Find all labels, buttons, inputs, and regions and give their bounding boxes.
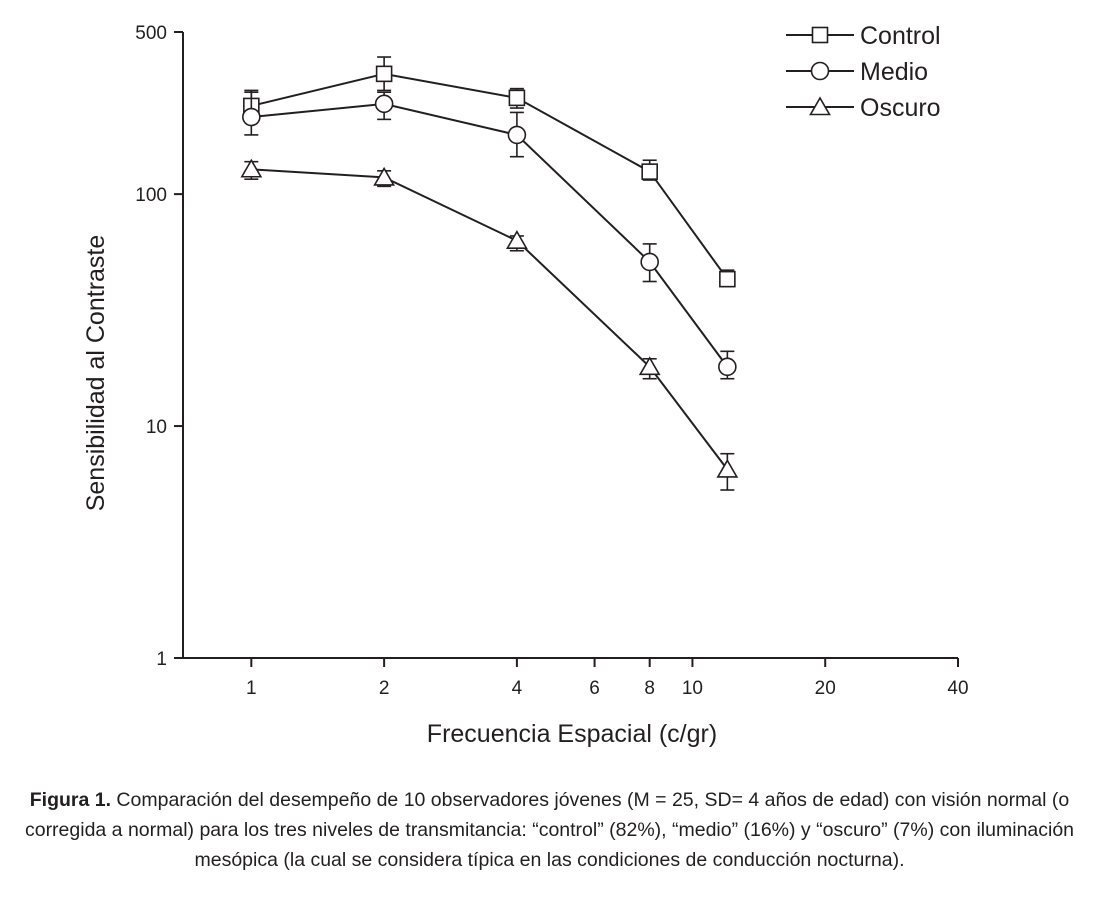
data-point-control (719, 270, 736, 288)
x-tick-label: 10 (682, 678, 703, 699)
y-tick-label: 10 (146, 417, 167, 438)
axes: 1 10 100 500 1 2 4 6 8 10 20 40 (135, 23, 968, 699)
series-control (243, 56, 736, 288)
x-tick-label: 1 (246, 678, 257, 699)
y-tick-label: 1 (156, 649, 167, 670)
data-point-oscuro (373, 166, 395, 186)
legend-marker-medio (810, 61, 830, 81)
data-point-oscuro (716, 458, 739, 478)
data-point-control (508, 89, 526, 107)
x-tick-label: 40 (947, 678, 968, 699)
data-point-medio (374, 94, 394, 114)
data-point-control (375, 65, 393, 83)
data-point-oscuro (638, 356, 661, 376)
x-axis-title: Frecuencia Espacial (c/gr) (427, 720, 717, 748)
data-point-control (641, 163, 658, 180)
data-point-medio (242, 107, 261, 127)
x-tick-label: 8 (644, 678, 655, 699)
series-line-oscuro (251, 168, 729, 471)
y-tick-label: 100 (135, 185, 167, 206)
series-layer (240, 56, 739, 491)
legend-item-oscuro: Oscuro (786, 94, 941, 122)
legend-label-medio: Medio (860, 58, 928, 86)
legend-item-medio: Medio (786, 58, 928, 86)
series-line-medio (251, 102, 729, 368)
x-tick-label: 2 (379, 678, 390, 699)
series-oscuro (240, 158, 739, 491)
legend-item-control: Control (786, 22, 941, 50)
x-tick-label: 6 (589, 678, 600, 699)
data-point-oscuro (240, 158, 263, 178)
data-point-oscuro (506, 230, 528, 249)
caption-text: Comparación del desempeño de 10 observad… (24, 789, 1075, 871)
y-axis-title: Sensibilidad al Contraste (82, 235, 110, 512)
data-point-medio (507, 125, 527, 145)
legend-marker-oscuro (809, 96, 831, 116)
data-point-medio (640, 252, 659, 272)
x-tick-label: 4 (512, 678, 523, 699)
caption-label: Figura 1. (29, 789, 112, 811)
legend: Control Medio Oscuro (786, 22, 941, 122)
legend-marker-control (811, 26, 829, 44)
legend-label-control: Control (860, 22, 941, 50)
y-tick-label: 500 (135, 23, 167, 44)
data-point-medio (718, 357, 737, 377)
legend-label-oscuro: Oscuro (860, 94, 941, 122)
x-tick-label: 20 (815, 678, 836, 699)
series-medio (242, 91, 737, 380)
figure-caption: Figura 1. Comparación del desempeño de 1… (20, 785, 1079, 875)
